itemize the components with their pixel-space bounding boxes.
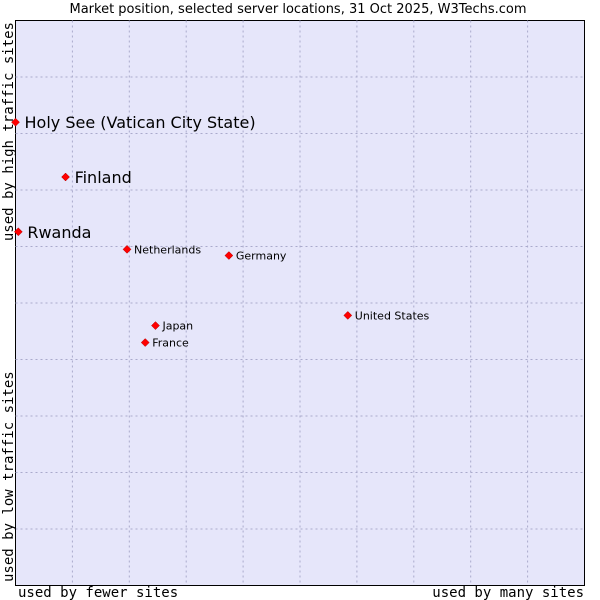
y-axis-label-low: used by low traffic sites <box>1 371 17 582</box>
x-axis-label-low: used by fewer sites <box>18 585 178 600</box>
point-label-germany: Germany <box>236 250 287 263</box>
point-label-holy-see-vatican-city-state: Holy See (Vatican City State) <box>25 113 256 132</box>
point-marker-germany <box>224 251 234 260</box>
point-marker-netherlands <box>122 244 132 254</box>
point-marker-united-states <box>343 311 353 320</box>
point-label-united-states: United States <box>355 309 430 322</box>
point-marker-france <box>140 338 150 347</box>
point-marker-holy-see-vatican-city-state <box>11 117 20 127</box>
y-axis-label-high: used by high traffic sites <box>1 22 17 241</box>
point-label-japan: Japan <box>161 320 193 333</box>
point-marker-rwanda <box>13 227 23 237</box>
data-points: Holy See (Vatican City State) Finland Rwan… <box>11 113 430 350</box>
point-label-finland: Finland <box>75 168 132 187</box>
point-marker-japan <box>151 321 160 330</box>
chart-title: Market position, selected server locatio… <box>69 2 526 17</box>
point-label-netherlands: Netherlands <box>134 243 201 256</box>
x-axis-label-high: used by many sites <box>432 585 584 600</box>
point-marker-finland <box>61 172 70 182</box>
point-label-france: France <box>152 337 189 350</box>
grid-lines <box>15 20 585 586</box>
point-label-rwanda: Rwanda <box>27 223 91 242</box>
